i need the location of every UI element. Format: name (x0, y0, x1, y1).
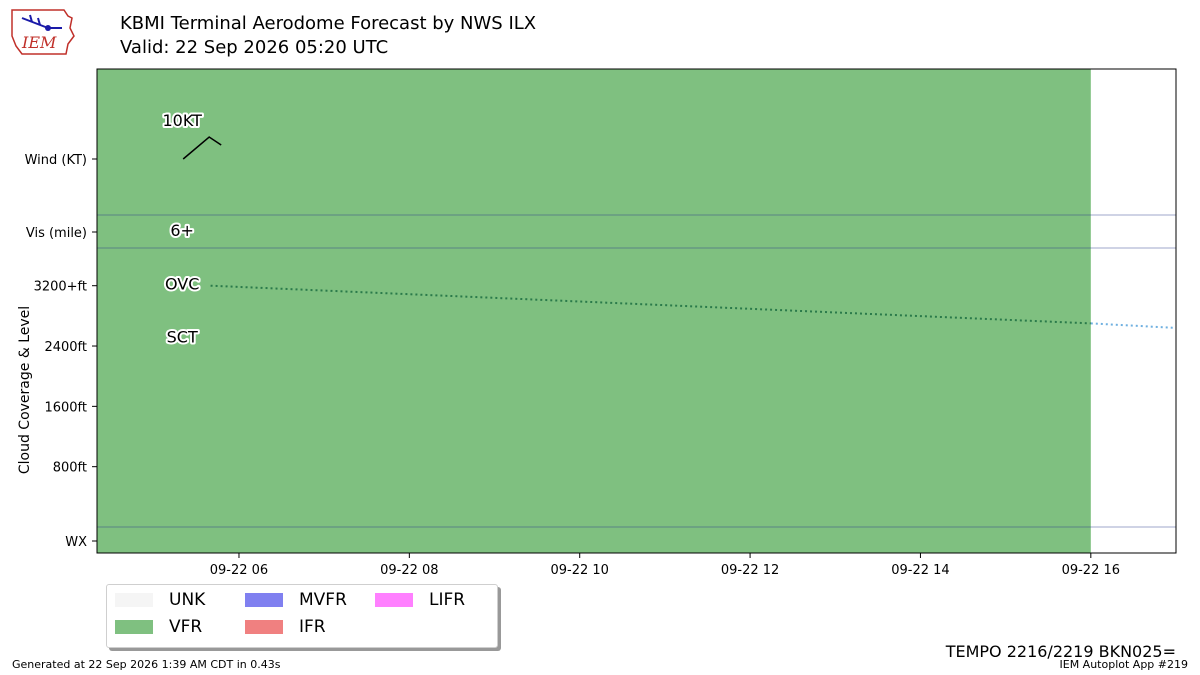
cloud-level-tick-label: 800ft (53, 461, 87, 476)
cloud-level-tick-label: 3200+ft (34, 280, 87, 295)
legend-swatch (245, 593, 283, 607)
x-tick-label: 09-22 14 (891, 563, 949, 578)
x-tick-label: 09-22 08 (380, 563, 438, 578)
legend-item-ifr: IFR (245, 617, 326, 637)
cloud-level-tick-label: 1600ft (44, 400, 87, 415)
ceiling-extension-line (1090, 322, 1177, 329)
x-tick-label: 09-22 12 (721, 563, 779, 578)
legend-label: IFR (299, 617, 326, 637)
x-tick-label: 09-22 16 (1062, 563, 1120, 578)
wind-label: 10KT (162, 111, 202, 130)
cloud-label-ovc: OVC (165, 275, 199, 294)
y-row-label-wx: WX (65, 535, 87, 550)
legend-item-unk: UNK (115, 590, 205, 610)
ceiling-trend-line (210, 284, 1091, 325)
raw-taf-tempo: TEMPO 2216/2219 BKN025= (945, 642, 1176, 661)
legend-item-lifr: LIFR (375, 590, 465, 610)
y-row-label-wind: Wind (KT) (25, 153, 87, 168)
x-tick-label: 09-22 10 (550, 563, 608, 578)
visibility-label: 6+ (170, 221, 194, 240)
axis-labels: 10KT 6+ OVC SCT 09-22 06 09-22 08 09-22 10 09-2… (25, 109, 1120, 578)
plot-area (92, 68, 1177, 558)
legend-label: VFR (169, 617, 203, 637)
legend-swatch (115, 593, 153, 607)
legend-label: LIFR (429, 590, 466, 610)
flight-category-legend: UNK VFR MVFR IFR LIFR (106, 584, 498, 648)
cloud-label-sct: SCT (167, 327, 198, 346)
logo-text: IEM (21, 33, 57, 52)
legend-swatch (375, 593, 413, 607)
x-tick-label: 09-22 06 (210, 563, 268, 578)
legend-label: MVFR (299, 590, 347, 610)
legend-item-mvfr: MVFR (245, 590, 347, 610)
legend-label: UNK (169, 590, 206, 610)
generated-footer: Generated at 22 Sep 2026 1:39 AM CDT in … (12, 658, 281, 671)
wind-barb (182, 136, 222, 160)
y-row-label-vis: Vis (mile) (26, 226, 87, 241)
legend-swatch (245, 620, 283, 634)
chart-subtitle: Valid: 22 Sep 2026 05:20 UTC (120, 37, 389, 58)
app-footer: IEM Autoplot App #219 (1059, 658, 1189, 671)
legend-item-vfr: VFR (115, 617, 202, 637)
plot-frame (96, 68, 1177, 554)
cloud-level-tick-label: 2400ft (44, 340, 87, 355)
y-axis-label: Cloud Coverage & Level (17, 306, 33, 474)
chart-title: KBMI Terminal Aerodome Forecast by NWS I… (120, 13, 537, 34)
flight-category-span-vfr (97, 69, 1091, 553)
iem-logo: IEM (8, 6, 80, 62)
legend-swatch (115, 620, 153, 634)
